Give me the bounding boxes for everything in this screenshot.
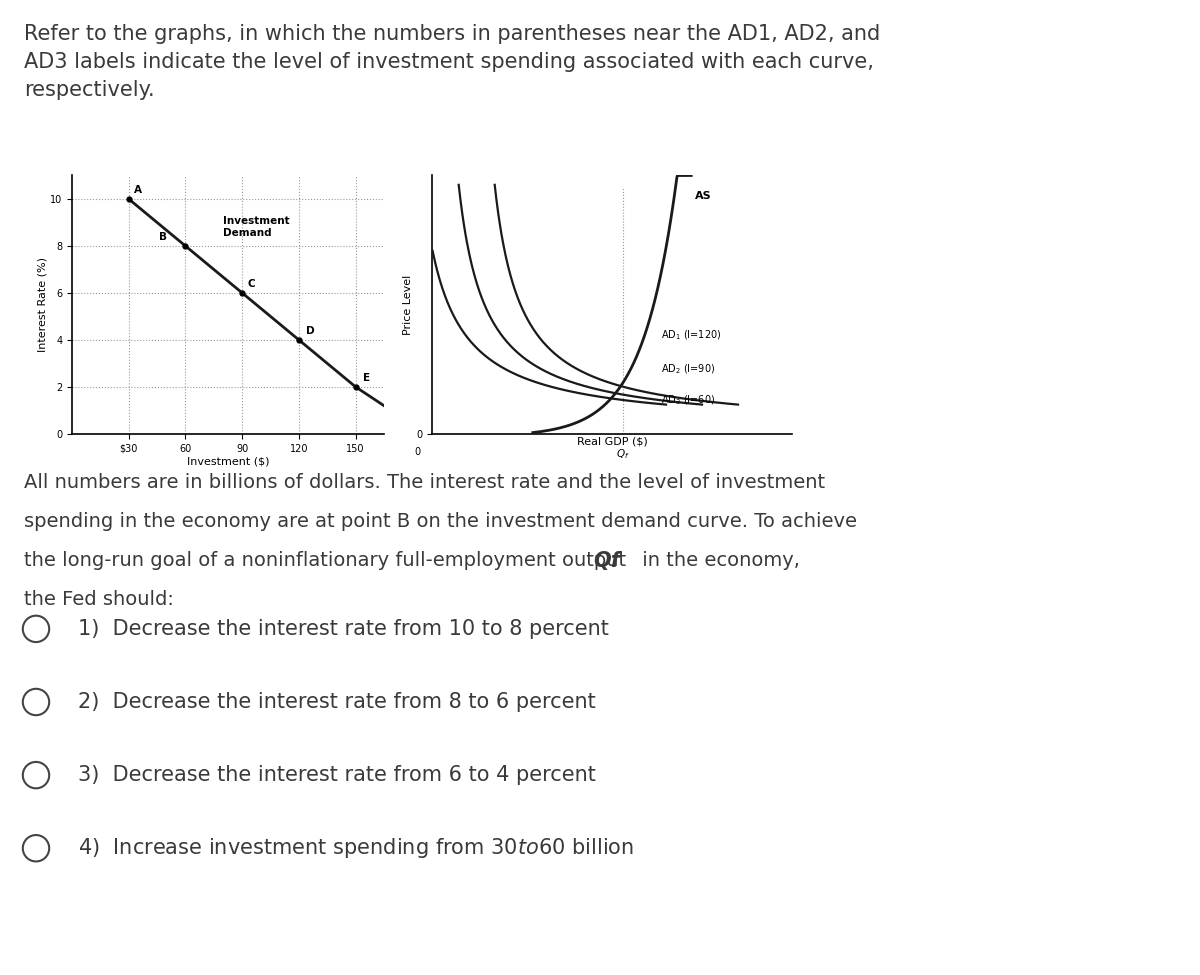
Text: C: C xyxy=(248,280,256,290)
X-axis label: Investment ($): Investment ($) xyxy=(187,456,269,466)
Text: D: D xyxy=(306,327,316,336)
Text: the Fed should:: the Fed should: xyxy=(24,590,174,608)
Text: spending in the economy are at point B on the investment demand curve. To achiev: spending in the economy are at point B o… xyxy=(24,512,857,530)
Text: All numbers are in billions of dollars. The interest rate and the level of inves: All numbers are in billions of dollars. … xyxy=(24,473,826,491)
Text: 0: 0 xyxy=(414,447,421,457)
Text: 1)  Decrease the interest rate from 10 to 8 percent: 1) Decrease the interest rate from 10 to… xyxy=(78,619,608,639)
Text: AD$_3$ (I=60): AD$_3$ (I=60) xyxy=(660,394,715,408)
Text: AD$_2$ (I=90): AD$_2$ (I=90) xyxy=(660,363,715,376)
Text: 3)  Decrease the interest rate from 6 to 4 percent: 3) Decrease the interest rate from 6 to … xyxy=(78,765,596,785)
Text: Qf: Qf xyxy=(593,551,619,571)
Text: 2)  Decrease the interest rate from 8 to 6 percent: 2) Decrease the interest rate from 8 to … xyxy=(78,692,595,712)
Text: 4)  Increase investment spending from $30 to $60 billion: 4) Increase investment spending from $30… xyxy=(78,837,634,860)
Text: AD$_1$ (I=120): AD$_1$ (I=120) xyxy=(660,329,721,342)
Text: $Q_f$: $Q_f$ xyxy=(616,447,630,460)
Text: the long-run goal of a noninflationary full-employment output: the long-run goal of a noninflationary f… xyxy=(24,551,632,569)
Text: in the economy,: in the economy, xyxy=(636,551,800,569)
Text: Refer to the graphs, in which the numbers in parentheses near the AD1, AD2, and
: Refer to the graphs, in which the number… xyxy=(24,24,881,100)
Y-axis label: Price Level: Price Level xyxy=(403,275,413,334)
Text: AS: AS xyxy=(695,191,712,201)
Y-axis label: Interest Rate (%): Interest Rate (%) xyxy=(37,257,47,352)
Text: Investment
Demand: Investment Demand xyxy=(223,216,290,238)
Text: E: E xyxy=(364,373,371,383)
X-axis label: Real GDP ($): Real GDP ($) xyxy=(577,437,647,447)
Text: A: A xyxy=(134,185,143,195)
Text: B: B xyxy=(158,232,167,243)
